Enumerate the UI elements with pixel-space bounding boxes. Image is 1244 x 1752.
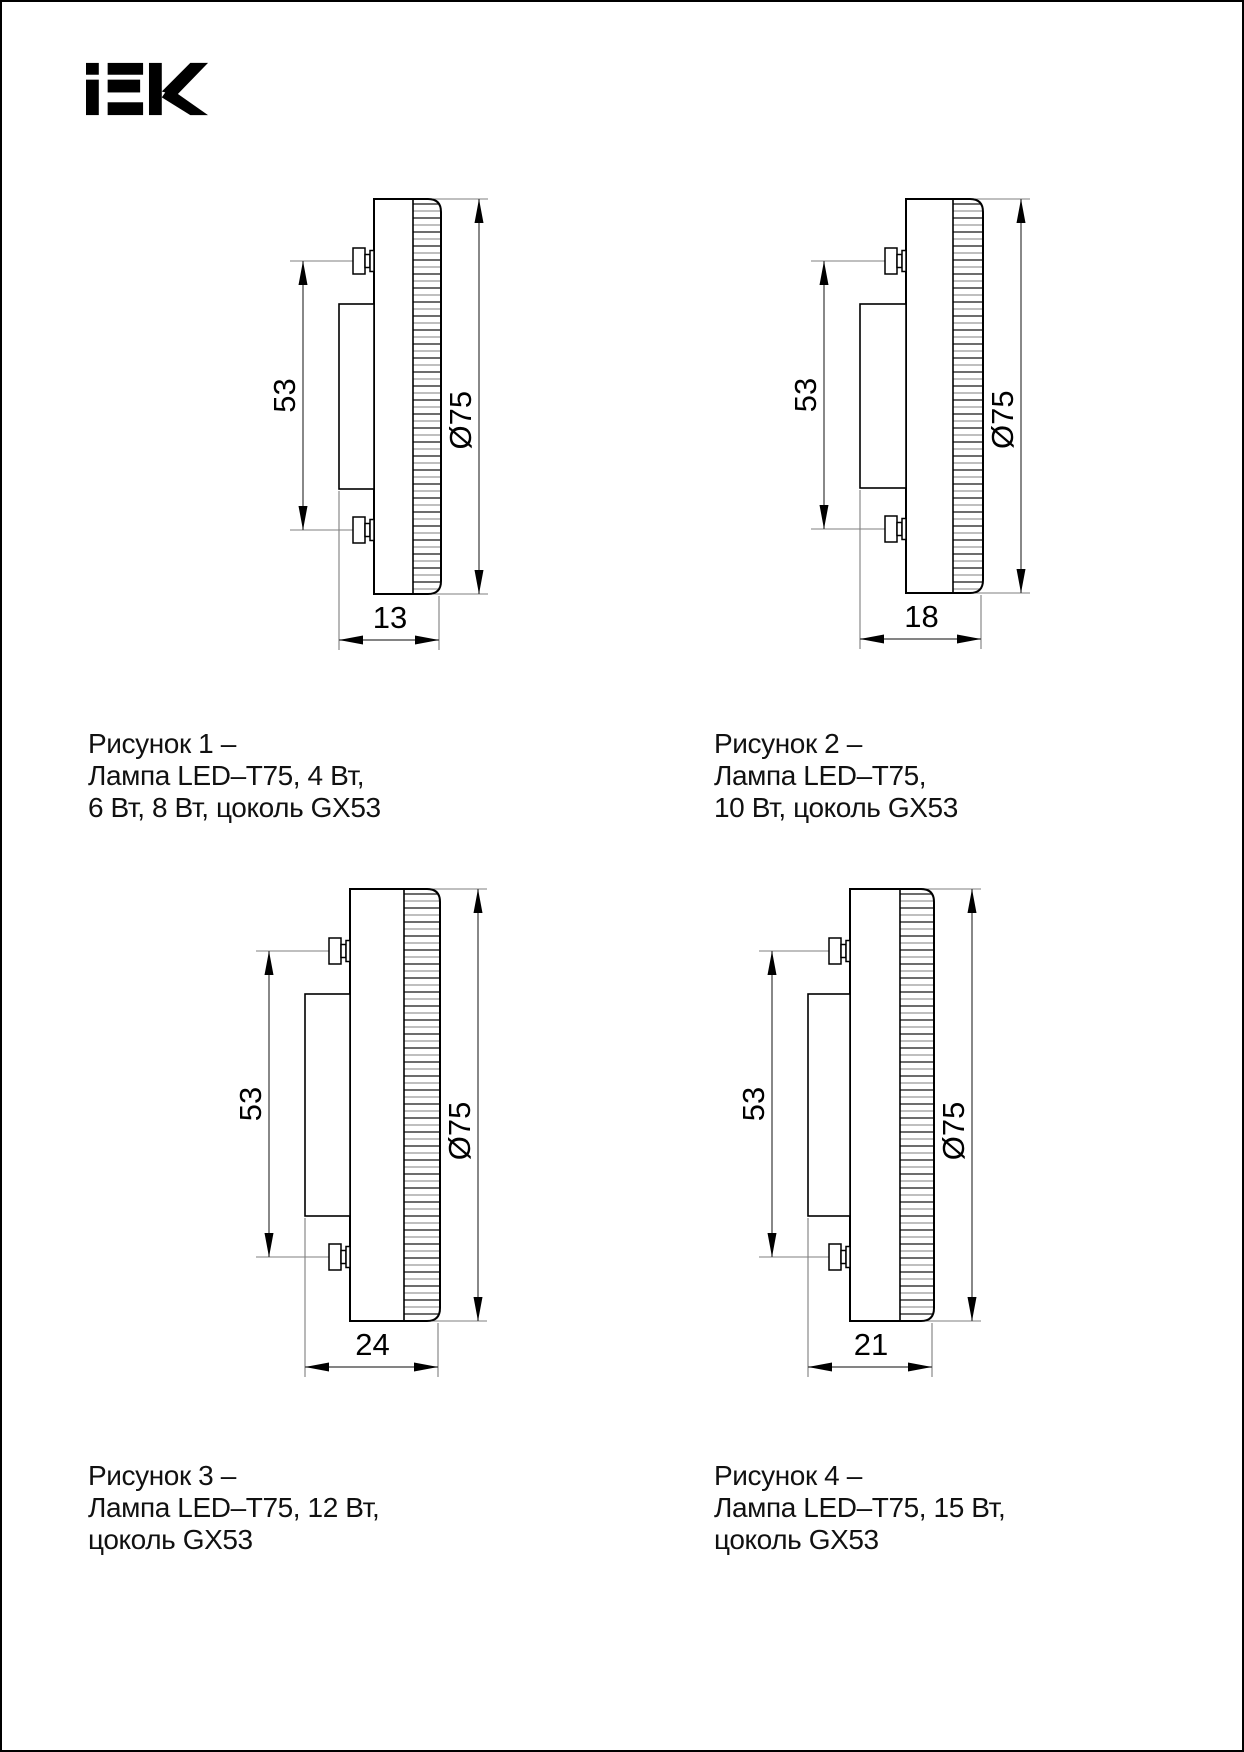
- caption-line: 10 Вт, цоколь GX53: [714, 792, 958, 823]
- gx53-pin: [884, 515, 907, 543]
- figure-2-caption: Рисунок 2 – Лампа LED–T75, 10 Вт, цоколь…: [714, 728, 958, 824]
- figure-2-drawing: 53 Ø75 18: [788, 198, 1030, 649]
- caption-line: Рисунок 1 –: [88, 728, 236, 759]
- dimension-arrow: [474, 570, 484, 594]
- dim-diameter-label: Ø75: [936, 1102, 971, 1161]
- caption-line: цоколь GX53: [714, 1524, 879, 1555]
- gx53-pin: [352, 516, 375, 544]
- dimension-arrow: [808, 1362, 832, 1372]
- dim-height-label: 18: [904, 599, 938, 634]
- gx53-pin: [328, 937, 351, 965]
- lamp-rear-housing: [338, 303, 375, 490]
- dimension-arrow: [1016, 569, 1026, 593]
- dimension-arrow: [767, 1233, 777, 1257]
- dimension-arrow: [819, 261, 829, 285]
- caption-line: цоколь GX53: [88, 1524, 253, 1555]
- figure-4-drawing: 53 Ø75 21: [736, 888, 981, 1377]
- dim-pin-spacing-label: 53: [736, 1087, 771, 1121]
- figure-1-drawing: 53 Ø75 13: [267, 198, 488, 650]
- lamp-lens-ribs: [953, 203, 983, 590]
- lamp-rear-housing: [807, 993, 851, 1217]
- caption-line: Рисунок 3 –: [88, 1460, 236, 1491]
- gx53-pin: [828, 1243, 851, 1271]
- dim-height-label: 21: [854, 1327, 888, 1362]
- dimension-arrow: [908, 1362, 932, 1372]
- lamp-rear-housing: [859, 303, 907, 489]
- lamp-body-outline: [905, 198, 984, 594]
- dimension-arrow: [474, 199, 484, 223]
- dimension-arrow: [967, 1297, 977, 1321]
- dimension-arrow: [957, 634, 981, 644]
- dimension-arrow: [767, 951, 777, 975]
- caption-line: Рисунок 2 –: [714, 728, 862, 759]
- dim-height-label: 24: [355, 1327, 389, 1362]
- dimension-arrow: [473, 889, 483, 913]
- gx53-pin: [828, 937, 851, 965]
- figure-4-caption: Рисунок 4 – Лампа LED–T75, 15 Вт, цоколь…: [714, 1460, 1006, 1556]
- dim-diameter-label: Ø75: [442, 1102, 477, 1161]
- caption-line: 6 Вт, 8 Вт, цоколь GX53: [88, 792, 381, 823]
- iek-logo: [86, 62, 209, 116]
- lamp-lens-ribs: [900, 893, 934, 1315]
- lamp-lens-ribs: [404, 893, 440, 1315]
- dimension-arrow: [298, 261, 308, 285]
- dim-diameter-label: Ø75: [985, 390, 1020, 449]
- dimension-arrow: [414, 1362, 438, 1372]
- dim-height-label: 13: [373, 600, 407, 635]
- lamp-body-outline: [349, 888, 441, 1322]
- dimension-arrow: [1016, 199, 1026, 223]
- iek-logo-glyphs: [86, 62, 209, 116]
- dimension-arrow: [819, 505, 829, 529]
- dimension-arrow: [415, 635, 439, 645]
- dimension-arrow: [264, 1233, 274, 1257]
- caption-line: Лампа LED–T75, 4 Вт,: [88, 760, 365, 791]
- dimension-arrow: [967, 889, 977, 913]
- caption-line: Лампа LED–T75, 15 Вт,: [714, 1492, 1006, 1523]
- dimension-arrow: [339, 635, 363, 645]
- caption-line: Рисунок 4 –: [714, 1460, 862, 1491]
- dimension-arrow: [860, 634, 884, 644]
- dimension-arrow: [264, 951, 274, 975]
- gx53-pin: [352, 247, 375, 275]
- figure-3-drawing: 53 Ø75 24: [233, 888, 487, 1377]
- lamp-body-outline: [849, 888, 935, 1322]
- gx53-pin: [328, 1243, 351, 1271]
- caption-line: Лампа LED–T75, 12 Вт,: [88, 1492, 380, 1523]
- dim-pin-spacing-label: 53: [233, 1087, 268, 1121]
- caption-line: Лампа LED–T75,: [714, 760, 927, 791]
- lamp-rear-housing: [304, 993, 351, 1217]
- dimension-arrow: [298, 506, 308, 530]
- dim-diameter-label: Ø75: [443, 391, 478, 450]
- figure-1-caption: Рисунок 1 – Лампа LED–T75, 4 Вт, 6 Вт, 8…: [88, 728, 381, 824]
- dimension-arrow: [305, 1362, 329, 1372]
- figure-3-caption: Рисунок 3 – Лампа LED–T75, 12 Вт, цоколь…: [88, 1460, 380, 1556]
- lamp-lens-ribs: [413, 203, 441, 590]
- gx53-pin: [884, 247, 907, 275]
- dim-pin-spacing-label: 53: [788, 378, 823, 412]
- lamp-body-outline: [373, 198, 442, 595]
- dim-pin-spacing-label: 53: [267, 378, 302, 412]
- dimension-arrow: [473, 1297, 483, 1321]
